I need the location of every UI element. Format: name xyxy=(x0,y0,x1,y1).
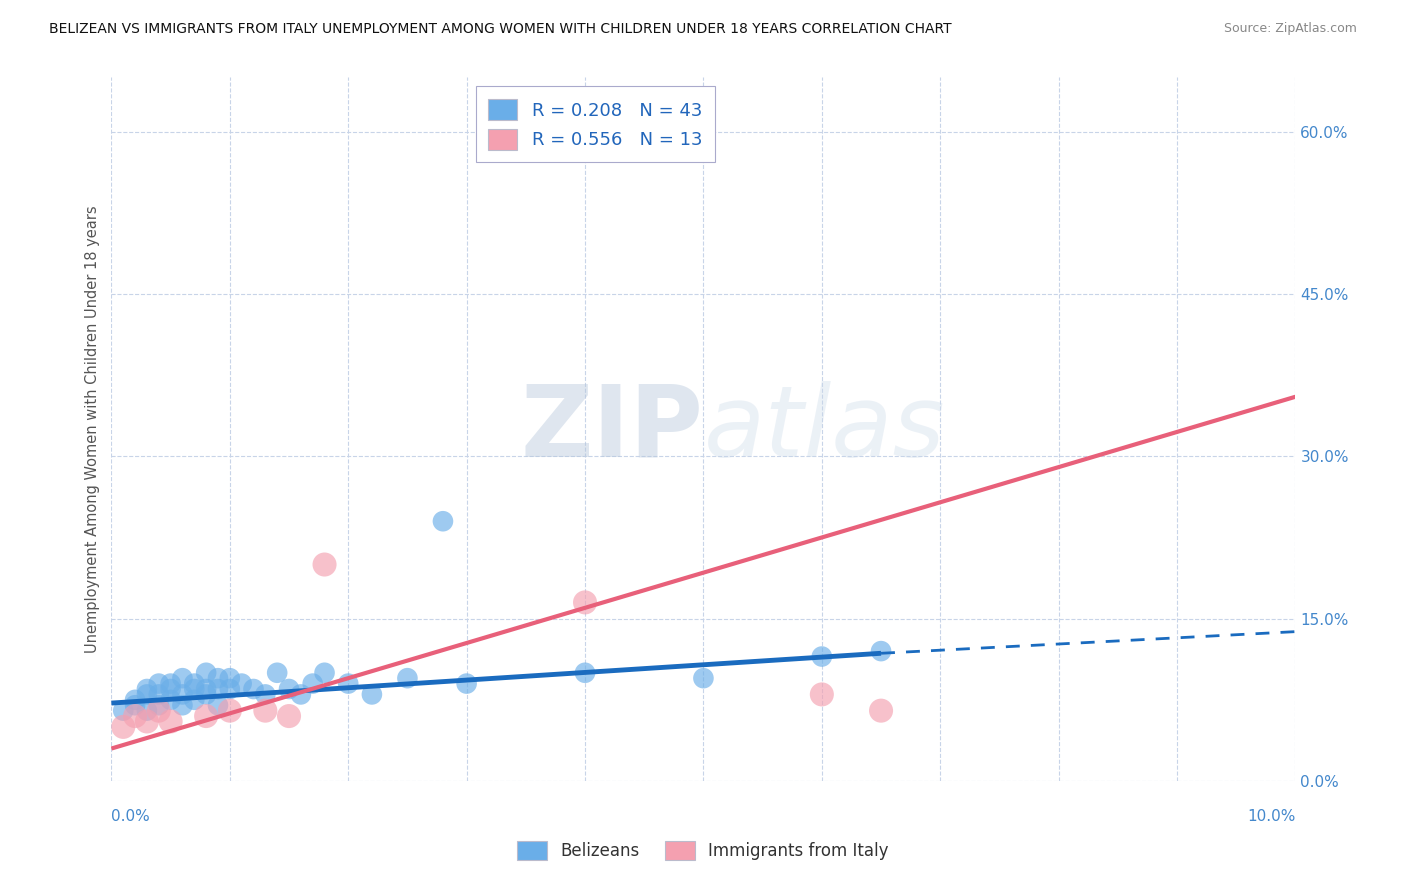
Point xyxy=(159,681,181,696)
Point xyxy=(172,687,194,701)
Y-axis label: Unemployment Among Women with Children Under 18 years: Unemployment Among Women with Children U… xyxy=(86,205,100,653)
Text: ZIP: ZIP xyxy=(520,381,703,478)
Point xyxy=(207,698,229,713)
Point xyxy=(159,693,181,707)
Point xyxy=(218,704,240,718)
Point xyxy=(148,676,170,690)
Point xyxy=(172,671,194,685)
Point xyxy=(870,704,893,718)
Text: BELIZEAN VS IMMIGRANTS FROM ITALY UNEMPLOYMENT AMONG WOMEN WITH CHILDREN UNDER 1: BELIZEAN VS IMMIGRANTS FROM ITALY UNEMPL… xyxy=(49,22,952,37)
Point xyxy=(124,693,146,707)
Point xyxy=(432,514,454,528)
Point xyxy=(172,698,194,713)
Text: 0.0%: 0.0% xyxy=(111,809,150,824)
Point xyxy=(574,595,596,609)
Point xyxy=(136,714,159,729)
Point xyxy=(231,676,253,690)
Text: Source: ZipAtlas.com: Source: ZipAtlas.com xyxy=(1223,22,1357,36)
Point xyxy=(159,676,181,690)
Legend: R = 0.208   N = 43, R = 0.556   N = 13: R = 0.208 N = 43, R = 0.556 N = 13 xyxy=(475,87,714,162)
Point xyxy=(278,709,301,723)
Point xyxy=(314,665,336,680)
Point xyxy=(266,665,288,680)
Point xyxy=(148,704,170,718)
Point xyxy=(148,698,170,713)
Point xyxy=(207,681,229,696)
Point xyxy=(811,687,834,701)
Point xyxy=(337,676,360,690)
Point xyxy=(396,671,419,685)
Point xyxy=(290,687,312,701)
Point xyxy=(195,709,218,723)
Point xyxy=(124,698,146,713)
Point xyxy=(218,681,240,696)
Point xyxy=(870,644,893,658)
Point xyxy=(136,687,159,701)
Point xyxy=(112,704,135,718)
Legend: Belizeans, Immigrants from Italy: Belizeans, Immigrants from Italy xyxy=(508,831,898,871)
Point xyxy=(254,687,277,701)
Point xyxy=(159,714,181,729)
Point xyxy=(195,681,218,696)
Point xyxy=(278,681,301,696)
Point xyxy=(124,709,146,723)
Point xyxy=(183,693,205,707)
Point xyxy=(218,671,240,685)
Point xyxy=(195,665,218,680)
Point xyxy=(195,687,218,701)
Point xyxy=(136,681,159,696)
Point xyxy=(574,665,596,680)
Point xyxy=(314,558,336,572)
Point xyxy=(207,671,229,685)
Point xyxy=(456,676,478,690)
Point xyxy=(811,649,834,664)
Text: 10.0%: 10.0% xyxy=(1247,809,1295,824)
Point xyxy=(242,681,264,696)
Point xyxy=(254,704,277,718)
Point xyxy=(301,676,323,690)
Point xyxy=(183,681,205,696)
Point xyxy=(148,687,170,701)
Point xyxy=(112,720,135,734)
Text: atlas: atlas xyxy=(703,381,945,478)
Point xyxy=(183,676,205,690)
Point xyxy=(136,704,159,718)
Point xyxy=(692,671,714,685)
Point xyxy=(361,687,384,701)
